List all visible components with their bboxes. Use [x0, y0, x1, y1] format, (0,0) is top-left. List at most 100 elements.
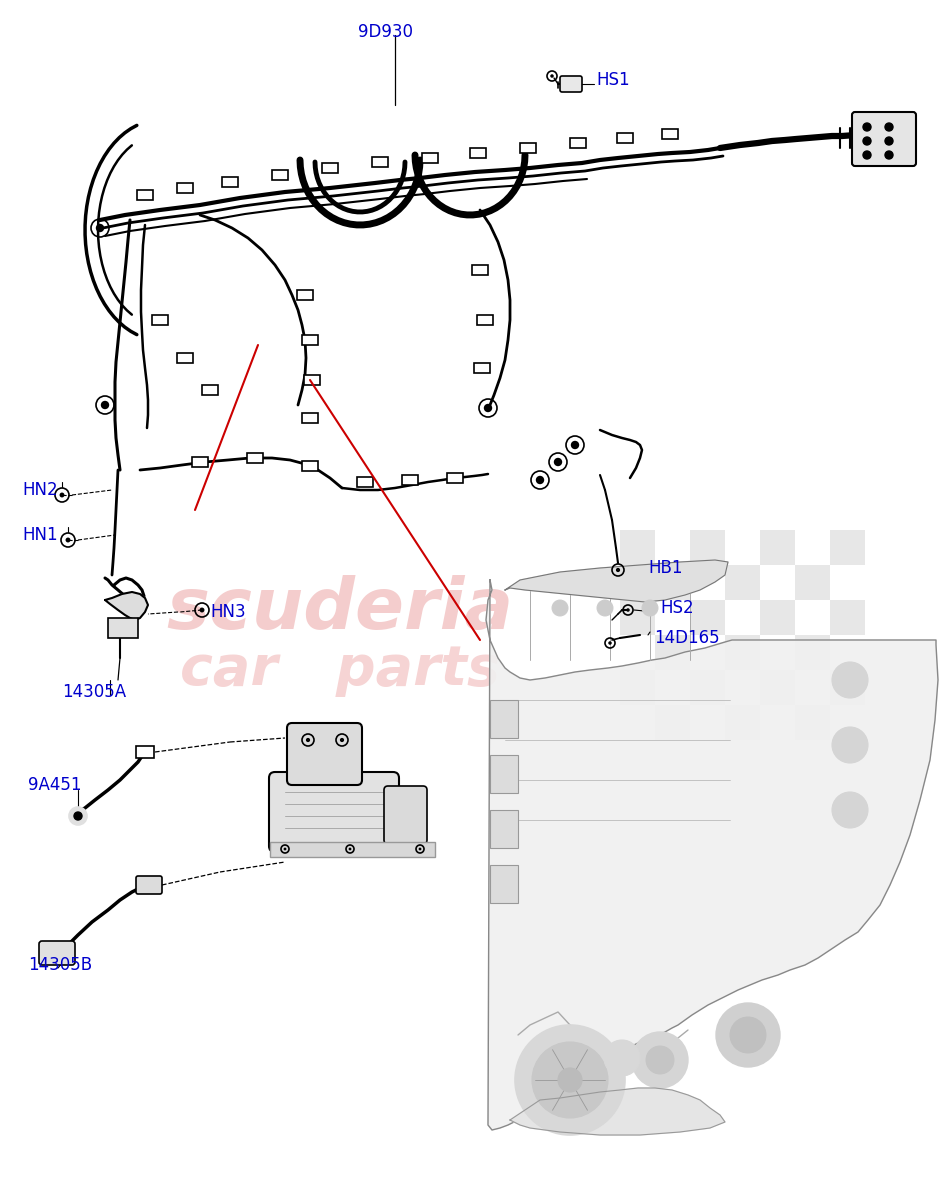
Bar	[690, 565, 725, 600]
Circle shape	[885, 151, 893, 158]
Circle shape	[885, 122, 893, 131]
Bar	[725, 670, 760, 704]
Bar	[302, 335, 318, 346]
Bar	[304, 374, 320, 385]
Bar	[760, 565, 795, 600]
Bar	[760, 530, 795, 565]
Text: 9A451: 9A451	[28, 776, 81, 794]
Circle shape	[66, 538, 71, 542]
Circle shape	[349, 847, 352, 851]
Bar	[617, 133, 633, 143]
Bar	[108, 618, 138, 638]
Bar	[136, 746, 154, 758]
Bar	[830, 704, 865, 740]
Bar	[690, 635, 725, 670]
Bar	[620, 635, 655, 670]
Bar	[655, 635, 690, 670]
Circle shape	[832, 727, 868, 763]
Text: HS1: HS1	[596, 71, 630, 89]
Bar	[520, 143, 536, 152]
Bar	[247, 452, 263, 463]
Bar	[795, 600, 830, 635]
Circle shape	[552, 600, 568, 616]
Circle shape	[74, 812, 82, 820]
Text: 9D930: 9D930	[358, 23, 413, 41]
Circle shape	[604, 1040, 640, 1076]
Bar	[795, 704, 830, 740]
Circle shape	[284, 847, 287, 851]
Circle shape	[646, 1046, 674, 1074]
Circle shape	[558, 1068, 582, 1092]
Bar	[725, 565, 760, 600]
Bar	[477, 314, 493, 325]
Bar	[795, 635, 830, 670]
Text: 14305A: 14305A	[62, 683, 126, 701]
Bar	[490, 755, 518, 793]
Bar	[297, 290, 313, 300]
Bar	[177, 353, 193, 362]
FancyBboxPatch shape	[136, 876, 162, 894]
Bar	[272, 170, 288, 180]
Bar	[655, 600, 690, 635]
Circle shape	[597, 600, 613, 616]
Bar	[192, 457, 208, 467]
Circle shape	[102, 402, 108, 408]
Bar	[830, 530, 865, 565]
Bar	[830, 565, 865, 600]
Bar	[490, 810, 518, 848]
Circle shape	[716, 1003, 780, 1067]
Circle shape	[96, 224, 104, 232]
Polygon shape	[105, 592, 148, 620]
Bar	[402, 475, 418, 485]
Bar	[760, 600, 795, 635]
Bar	[760, 635, 795, 670]
Bar	[830, 600, 865, 635]
FancyBboxPatch shape	[39, 941, 75, 965]
Bar	[655, 530, 690, 565]
Bar	[270, 842, 435, 857]
Text: HB1: HB1	[648, 559, 683, 577]
Bar	[472, 265, 488, 275]
Circle shape	[642, 600, 658, 616]
Bar	[302, 461, 318, 470]
Circle shape	[626, 608, 630, 612]
Bar	[830, 635, 865, 670]
Bar	[725, 704, 760, 740]
Bar	[690, 670, 725, 704]
Bar	[725, 530, 760, 565]
Text: HN1: HN1	[22, 526, 58, 544]
Circle shape	[306, 738, 310, 742]
Bar	[490, 700, 518, 738]
Circle shape	[59, 492, 64, 498]
Bar	[690, 600, 725, 635]
Bar	[620, 670, 655, 704]
Circle shape	[832, 662, 868, 698]
Bar	[490, 865, 518, 902]
Text: car   parts: car parts	[180, 643, 500, 697]
FancyBboxPatch shape	[269, 772, 399, 852]
Bar	[222, 176, 238, 187]
Bar	[760, 670, 795, 704]
Bar	[655, 565, 690, 600]
Circle shape	[616, 568, 620, 572]
Text: HN2: HN2	[22, 481, 58, 499]
Bar	[422, 152, 438, 163]
Bar	[725, 635, 760, 670]
Bar	[44, 948, 60, 958]
Circle shape	[608, 641, 612, 644]
Text: 14D165: 14D165	[654, 629, 720, 647]
Bar	[690, 530, 725, 565]
Bar	[177, 182, 193, 193]
FancyBboxPatch shape	[560, 76, 582, 92]
Text: HN3: HN3	[210, 602, 245, 622]
Circle shape	[515, 1025, 625, 1135]
Circle shape	[69, 806, 87, 826]
Bar	[620, 704, 655, 740]
Text: scuderia: scuderia	[166, 576, 514, 644]
Bar	[690, 704, 725, 740]
FancyBboxPatch shape	[384, 786, 427, 844]
Bar	[302, 413, 318, 422]
Circle shape	[339, 738, 344, 742]
Bar	[152, 314, 168, 325]
Circle shape	[532, 1042, 608, 1118]
